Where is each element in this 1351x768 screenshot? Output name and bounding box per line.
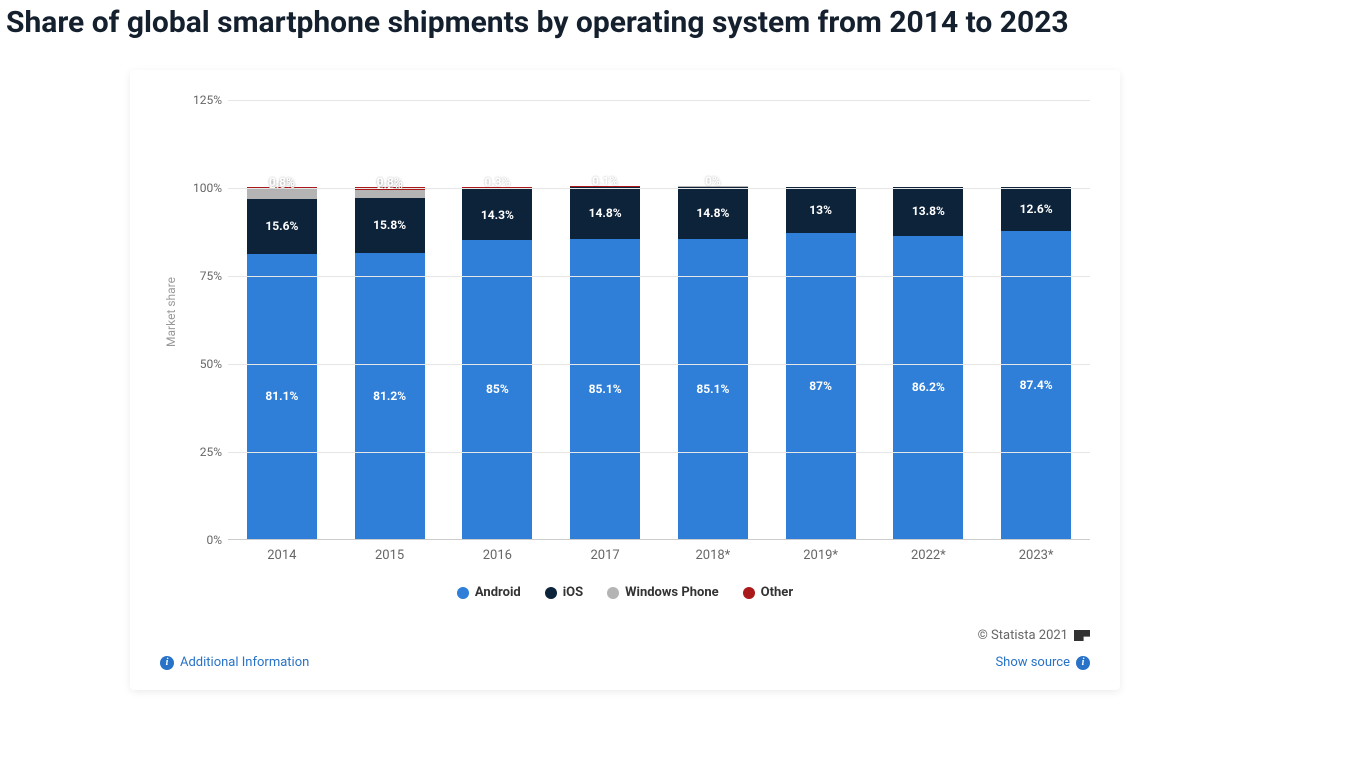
- x-tick: 2014: [247, 548, 317, 563]
- bar-segment-ios[interactable]: 15.6%: [247, 199, 317, 254]
- legend-label: Windows Phone: [625, 585, 719, 600]
- x-tick: 2016: [462, 548, 532, 563]
- bar-value-label: 85%: [486, 382, 509, 396]
- bar-segment-android[interactable]: 85.1%: [678, 239, 748, 539]
- bar-value-label: 0.8%: [377, 175, 403, 189]
- bar-column: 85.1%14.8%0%: [678, 186, 748, 539]
- legend: Android iOS Windows Phone Other: [160, 585, 1090, 600]
- show-source-link[interactable]: Show source i: [995, 655, 1090, 670]
- bar-segment-ios[interactable]: 13%: [786, 187, 856, 233]
- bar-segment-android[interactable]: 85%: [462, 240, 532, 539]
- bar-value-label: 13%: [809, 203, 832, 217]
- chart-footer: i Additional Information © Statista 2021…: [160, 628, 1090, 670]
- copyright-text: © Statista 2021: [978, 628, 1068, 643]
- legend-label: iOS: [563, 585, 583, 600]
- grid-line: [228, 452, 1090, 453]
- y-tick: 125%: [178, 93, 222, 107]
- legend-item-other[interactable]: Other: [743, 585, 793, 600]
- bar-segment-android[interactable]: 81.2%: [355, 253, 425, 539]
- x-axis: 2014 2015 2016 2017 2018* 2019* 2022* 2023*: [228, 540, 1090, 563]
- bar-column: 87% 13%: [786, 187, 856, 539]
- bar-segment-ios[interactable]: 14.3%: [462, 189, 532, 239]
- x-tick: 2022*: [893, 548, 963, 563]
- legend-swatch: [457, 587, 469, 599]
- bar-value-label: 0.1%: [592, 174, 618, 188]
- bar-value-label: 81.1%: [265, 389, 298, 403]
- bar-value-label: 85.1%: [589, 382, 622, 396]
- bar-value-label: 86.2%: [912, 380, 945, 394]
- legend-item-ios[interactable]: iOS: [545, 585, 583, 600]
- bar-segment-android[interactable]: 85.1%: [570, 239, 640, 539]
- flag-icon[interactable]: [1074, 630, 1090, 641]
- bar-value-label: 12.6%: [1020, 202, 1053, 216]
- show-source-label: Show source: [995, 655, 1070, 670]
- y-tick: 75%: [178, 269, 222, 283]
- bar-column: 87.4% 12.6%: [1001, 187, 1071, 539]
- y-axis-label: Market share: [160, 277, 178, 347]
- bar-value-label: 87.4%: [1020, 378, 1053, 392]
- bars-container: 81.1%15.6%2.6%0.8%81.2%15.8%2.2%0.8%85%1…: [228, 100, 1090, 539]
- chart-card: Market share 81.1%15.6%2.6%0.8%81.2%15.8…: [130, 70, 1120, 690]
- y-tick: 50%: [178, 357, 222, 371]
- y-tick: 25%: [178, 445, 222, 459]
- bar-segment-ios[interactable]: 14.8%: [570, 187, 640, 239]
- plot-area: 81.1%15.6%2.6%0.8%81.2%15.8%2.2%0.8%85%1…: [228, 100, 1090, 540]
- legend-swatch: [607, 587, 619, 599]
- bar-value-label: 14.8%: [589, 206, 622, 220]
- bar-value-label: 15.6%: [265, 219, 298, 233]
- legend-label: Other: [761, 585, 793, 600]
- bar-value-label: 87%: [809, 379, 832, 393]
- bar-segment-android[interactable]: 81.1%: [247, 254, 317, 539]
- y-tick: 100%: [178, 181, 222, 195]
- additional-info-link[interactable]: i Additional Information: [160, 655, 309, 670]
- bar-segment-android[interactable]: 87%: [786, 233, 856, 539]
- bar-segment-android[interactable]: 86.2%: [893, 236, 963, 539]
- bar-column: 81.1%15.6%2.6%0.8%: [247, 187, 317, 539]
- bar-segment-ios[interactable]: 13.8%: [893, 187, 963, 236]
- bar-value-label: 0.3%: [484, 175, 510, 189]
- legend-swatch: [545, 587, 557, 599]
- grid-line: [228, 100, 1090, 101]
- bar-segment-ios[interactable]: 15.8%: [355, 198, 425, 254]
- legend-label: Android: [475, 585, 521, 600]
- plot: 81.1%15.6%2.6%0.8%81.2%15.8%2.2%0.8%85%1…: [178, 100, 1090, 563]
- grid-line: [228, 188, 1090, 189]
- bar-value-label: 14.3%: [481, 208, 514, 222]
- bar-value-label: 14.8%: [696, 206, 729, 220]
- bar-segment-windows-phone[interactable]: 2.6%: [247, 189, 317, 198]
- x-tick: 2019*: [786, 548, 856, 563]
- bar-segment-ios[interactable]: 12.6%: [1001, 187, 1071, 231]
- x-tick: 2018*: [678, 548, 748, 563]
- additional-info-label: Additional Information: [180, 655, 309, 670]
- x-tick: 2017: [570, 548, 640, 563]
- bar-column: 86.2% 13.8%: [893, 187, 963, 539]
- grid-line: [228, 364, 1090, 365]
- bar-value-label: 15.8%: [373, 218, 406, 232]
- grid-line: [228, 276, 1090, 277]
- bar-value-label: 13.8%: [912, 204, 945, 218]
- x-tick: 2015: [355, 548, 425, 563]
- legend-item-android[interactable]: Android: [457, 585, 521, 600]
- bar-value-label: 81.2%: [373, 389, 406, 403]
- bar-column: 85.1%14.8%0.1%: [570, 186, 640, 539]
- bar-segment-android[interactable]: 87.4%: [1001, 231, 1071, 539]
- bar-value-label: 0.8%: [269, 175, 295, 189]
- bar-value-label: 85.1%: [696, 382, 729, 396]
- info-icon: i: [1076, 656, 1090, 670]
- legend-item-windows-phone[interactable]: Windows Phone: [607, 585, 719, 600]
- page-title: Share of global smartphone shipments by …: [0, 0, 1351, 50]
- y-tick: 0%: [178, 533, 222, 547]
- x-tick: 2023*: [1001, 548, 1071, 563]
- bar-segment-windows-phone[interactable]: 2.2%: [355, 190, 425, 198]
- info-icon: i: [160, 656, 174, 670]
- legend-swatch: [743, 587, 755, 599]
- bar-segment-ios[interactable]: 14.8%: [678, 187, 748, 239]
